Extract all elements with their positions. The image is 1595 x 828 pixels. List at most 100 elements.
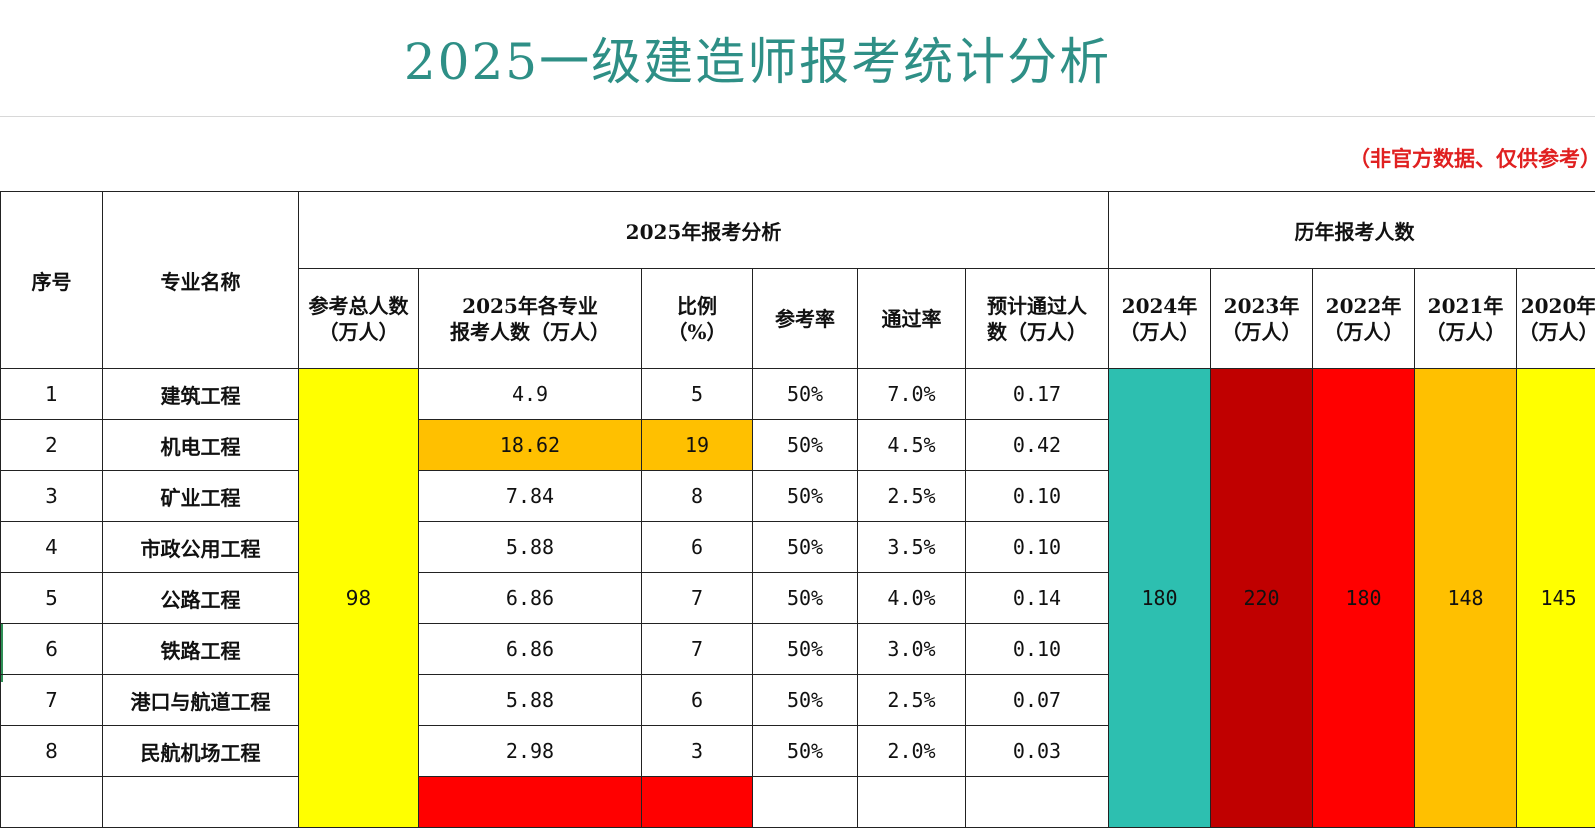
row-pass-rate[interactable]: 2.0%: [858, 726, 966, 777]
header-2022-l2: （万人）: [1313, 319, 1414, 345]
row-major-empty[interactable]: [103, 777, 299, 828]
row-applicants[interactable]: 4.9: [419, 369, 642, 420]
row-pass-rate-empty[interactable]: [858, 777, 966, 828]
row-pass-rate[interactable]: 4.0%: [858, 573, 966, 624]
header-2024-l1: 2024年: [1109, 293, 1210, 319]
row-applicants-highlight[interactable]: [419, 777, 642, 828]
row-index[interactable]: 2: [1, 420, 103, 471]
row-major[interactable]: 公路工程: [103, 573, 299, 624]
row-exam-rate[interactable]: 50%: [753, 624, 858, 675]
header-group-2025[interactable]: 2025年报考分析: [299, 192, 1109, 269]
header-2023-l2: （万人）: [1211, 319, 1312, 345]
header-major[interactable]: 专业名称: [103, 192, 299, 369]
row-expected[interactable]: 0.03: [966, 726, 1109, 777]
row-applicants[interactable]: 5.88: [419, 675, 642, 726]
table-row: 1 建筑工程 98 4.9 5 50% 7.0% 0.17 180 220 18…: [1, 369, 1595, 420]
header-pass-rate[interactable]: 通过率: [858, 269, 966, 369]
row-exam-rate[interactable]: 50%: [753, 522, 858, 573]
history-2024-cell[interactable]: 180: [1109, 369, 1211, 828]
header-2021[interactable]: 2021年（万人）: [1415, 269, 1517, 369]
row-expected[interactable]: 0.17: [966, 369, 1109, 420]
row-expected[interactable]: 0.10: [966, 624, 1109, 675]
row-exam-rate[interactable]: 50%: [753, 726, 858, 777]
history-2022-cell[interactable]: 180: [1313, 369, 1415, 828]
header-2023[interactable]: 2023年（万人）: [1211, 269, 1313, 369]
row-index[interactable]: 4: [1, 522, 103, 573]
row-exam-rate[interactable]: 50%: [753, 573, 858, 624]
header-index[interactable]: 序号: [1, 192, 103, 369]
row-applicants[interactable]: 5.88: [419, 522, 642, 573]
row-major[interactable]: 建筑工程: [103, 369, 299, 420]
sheet-title-text: 2025一级建造师报考统计分析: [404, 22, 1111, 94]
row-index[interactable]: 6: [1, 624, 103, 675]
header-total-l2: （万人）: [299, 319, 418, 345]
row-pass-rate[interactable]: 7.0%: [858, 369, 966, 420]
row-index[interactable]: 1: [1, 369, 103, 420]
total-applicants-cell[interactable]: 98: [299, 369, 419, 828]
header-2024[interactable]: 2024年（万人）: [1109, 269, 1211, 369]
row-applicants[interactable]: 18.62: [419, 420, 642, 471]
row-major[interactable]: 港口与航道工程: [103, 675, 299, 726]
row-applicants[interactable]: 7.84: [419, 471, 642, 522]
row-major[interactable]: 矿业工程: [103, 471, 299, 522]
header-group-history[interactable]: 历年报考人数: [1109, 192, 1595, 269]
row-ratio[interactable]: 7: [642, 624, 753, 675]
header-exam-rate[interactable]: 参考率: [753, 269, 858, 369]
header-applicants[interactable]: 2025年各专业报考人数（万人）: [419, 269, 642, 369]
header-exam-rate-l1: 参考率: [753, 306, 857, 332]
row-ratio-highlight[interactable]: [642, 777, 753, 828]
header-2020[interactable]: 2020年（万人）: [1517, 269, 1595, 369]
row-applicants[interactable]: 6.86: [419, 624, 642, 675]
header-expected-l2: 数（万人）: [966, 319, 1108, 345]
row-pass-rate[interactable]: 3.0%: [858, 624, 966, 675]
row-index[interactable]: 7: [1, 675, 103, 726]
row-exam-rate-empty[interactable]: [753, 777, 858, 828]
header-expected[interactable]: 预计通过人数（万人）: [966, 269, 1109, 369]
row-expected[interactable]: 0.10: [966, 522, 1109, 573]
history-2021-cell[interactable]: 148: [1415, 369, 1517, 828]
row-ratio[interactable]: 3: [642, 726, 753, 777]
row-index[interactable]: 8: [1, 726, 103, 777]
history-2020-cell[interactable]: 145: [1517, 369, 1595, 828]
row-index[interactable]: 5: [1, 573, 103, 624]
row-exam-rate[interactable]: 50%: [753, 471, 858, 522]
row-expected[interactable]: 0.42: [966, 420, 1109, 471]
row-major[interactable]: 机电工程: [103, 420, 299, 471]
row-major[interactable]: 铁路工程: [103, 624, 299, 675]
row-exam-rate[interactable]: 50%: [753, 420, 858, 471]
row-applicants[interactable]: 2.98: [419, 726, 642, 777]
row-expected-empty[interactable]: [966, 777, 1109, 828]
row-pass-rate[interactable]: 4.5%: [858, 420, 966, 471]
row-ratio[interactable]: 5: [642, 369, 753, 420]
row-index-empty[interactable]: [1, 777, 103, 828]
header-expected-l1: 预计通过人: [966, 293, 1108, 319]
header-2024-l2: （万人）: [1109, 319, 1210, 345]
row-expected[interactable]: 0.07: [966, 675, 1109, 726]
row-applicants[interactable]: 6.86: [419, 573, 642, 624]
header-applicants-l2: 报考人数（万人）: [419, 319, 641, 345]
row-ratio[interactable]: 7: [642, 573, 753, 624]
row-ratio[interactable]: 6: [642, 675, 753, 726]
history-2023-cell[interactable]: 220: [1211, 369, 1313, 828]
header-ratio[interactable]: 比例（%）: [642, 269, 753, 369]
stats-table: 序号 专业名称 2025年报考分析 历年报考人数 参考总人数（万人） 2025年…: [0, 191, 1595, 828]
header-applicants-l1: 2025年各专业: [419, 293, 641, 319]
row-exam-rate[interactable]: 50%: [753, 369, 858, 420]
header-total[interactable]: 参考总人数（万人）: [299, 269, 419, 369]
row-exam-rate[interactable]: 50%: [753, 675, 858, 726]
row-pass-rate[interactable]: 2.5%: [858, 675, 966, 726]
row-expected[interactable]: 0.10: [966, 471, 1109, 522]
row-ratio[interactable]: 6: [642, 522, 753, 573]
row-ratio[interactable]: 8: [642, 471, 753, 522]
row-major[interactable]: 市政公用工程: [103, 522, 299, 573]
header-2021-l1: 2021年: [1415, 293, 1516, 319]
row-pass-rate[interactable]: 2.5%: [858, 471, 966, 522]
row-major[interactable]: 民航机场工程: [103, 726, 299, 777]
row-ratio[interactable]: 19: [642, 420, 753, 471]
header-2022[interactable]: 2022年（万人）: [1313, 269, 1415, 369]
header-2020-l2: （万人）: [1517, 319, 1595, 345]
row-index[interactable]: 3: [1, 471, 103, 522]
disclaimer-note: （非官方数据、仅供参考）: [1349, 143, 1595, 173]
row-expected[interactable]: 0.14: [966, 573, 1109, 624]
row-pass-rate[interactable]: 3.5%: [858, 522, 966, 573]
